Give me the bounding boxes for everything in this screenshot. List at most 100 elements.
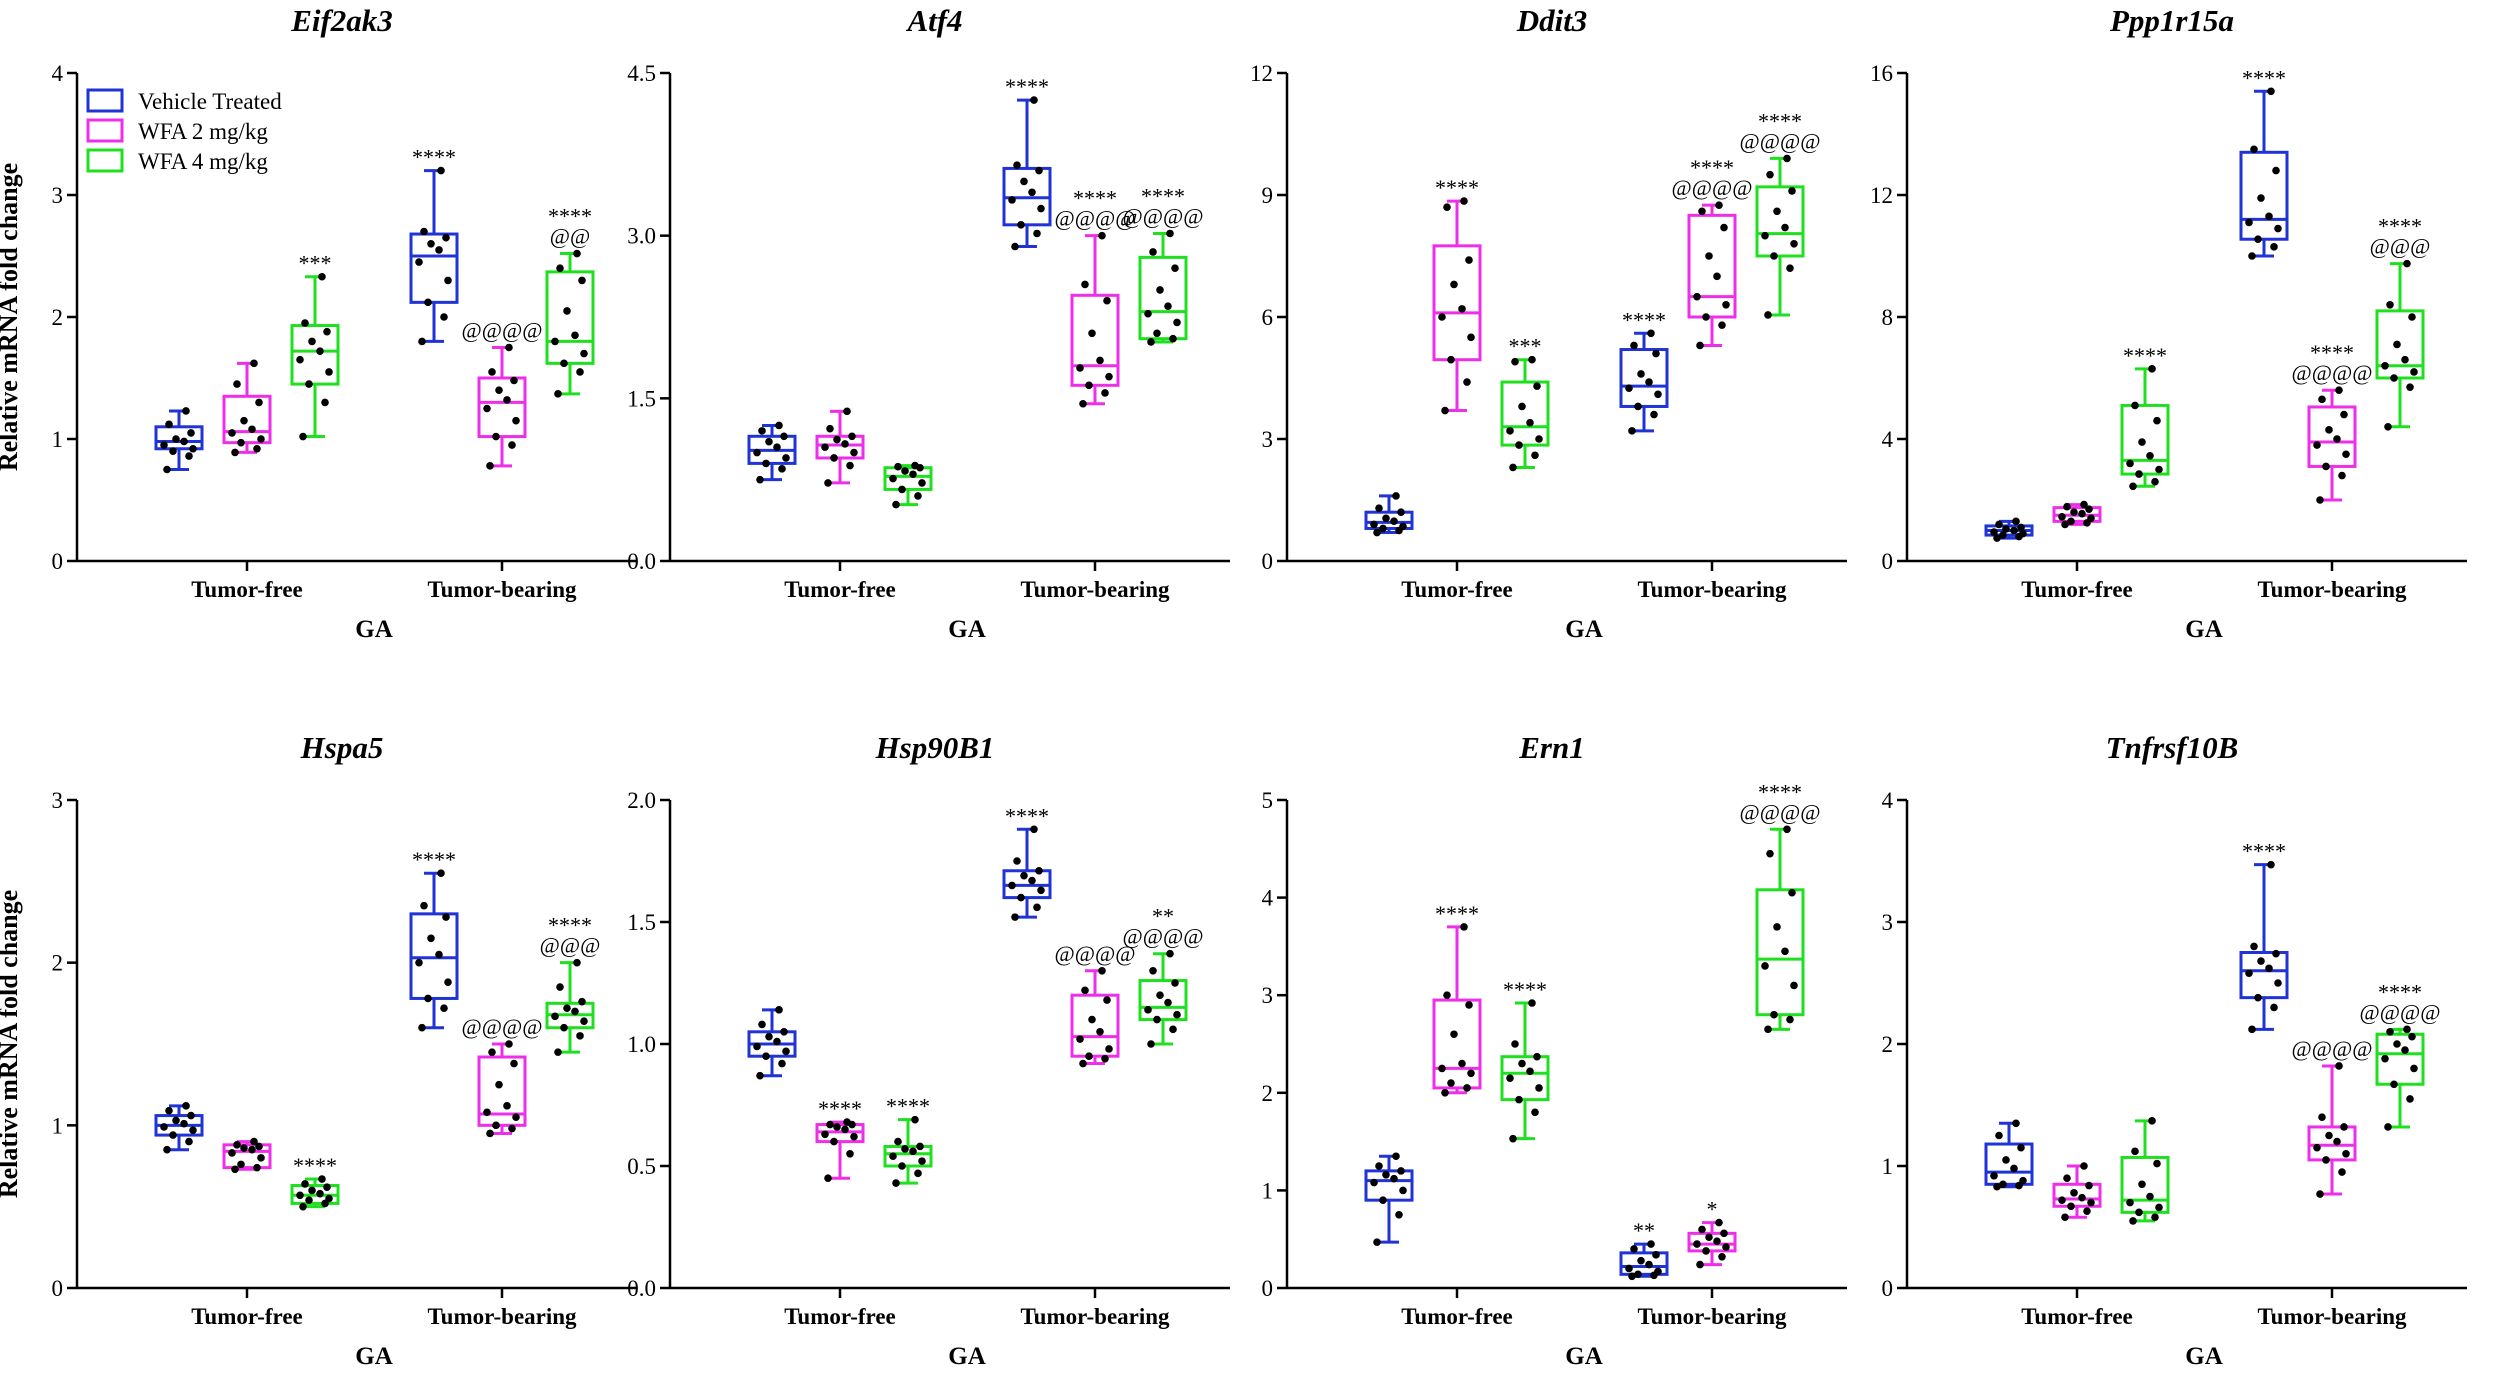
data-point: [237, 1160, 245, 1169]
data-point: [2250, 942, 2258, 951]
data-point: [2067, 1202, 2075, 1211]
panel-hsp90b1: Hsp90B1 0.0 0.5 1.0 1.5 2.0 Tumor-free Tumor-be…: [627, 730, 1230, 1370]
box-tumor-bearing-1: ****: [2239, 65, 2289, 260]
data-point: [1450, 1030, 1458, 1039]
data-point: [1990, 528, 1998, 536]
data-point: [1037, 886, 1045, 895]
data-point: [2063, 502, 2071, 511]
data-point: [846, 461, 854, 470]
box-tumor-free-2: [222, 359, 272, 457]
data-point: [1088, 329, 1096, 338]
data-point: [2248, 252, 2256, 260]
box-tumor-bearing-1: ****: [2239, 839, 2289, 1034]
data-point: [580, 349, 588, 358]
data-point: [1506, 1074, 1514, 1082]
y-tick-label: 3: [1262, 983, 1274, 1008]
significance-star-label: ****: [1005, 803, 1049, 828]
data-point: [160, 1123, 168, 1131]
data-point: [2155, 465, 2163, 474]
data-point: [775, 421, 783, 430]
data-point: [889, 474, 897, 483]
data-point: [758, 427, 766, 435]
box-tumor-bearing-2: @@@@****: [2291, 340, 2373, 504]
data-point: [892, 1179, 900, 1187]
y-tick-label: 2: [1882, 1032, 1894, 1057]
data-point: [2257, 957, 2265, 965]
data-point: [1467, 333, 1475, 342]
x-category-label: Tumor-bearing: [2257, 577, 2407, 602]
data-point: [2131, 401, 2139, 410]
data-point: [512, 1113, 520, 1121]
data-point: [1392, 492, 1400, 500]
box-body: [1984, 1142, 2034, 1186]
data-point: [1713, 1237, 1721, 1245]
data-point: [830, 1137, 838, 1146]
data-point: [512, 416, 520, 425]
data-point: [2325, 426, 2333, 434]
data-point: [2406, 1095, 2414, 1103]
data-point: [442, 233, 450, 242]
box-body: [477, 1055, 527, 1127]
data-point: [578, 997, 586, 1006]
box-body: [2307, 1125, 2357, 1162]
data-point: [1076, 364, 1084, 372]
data-point: [1628, 1272, 1636, 1281]
data-point: [2318, 1113, 2326, 1121]
box-tumor-bearing-2: @@@@****: [1054, 186, 1136, 408]
data-point: [782, 1047, 790, 1056]
data-point: [1370, 520, 1378, 529]
data-point: [918, 479, 926, 487]
data-point: [1993, 1182, 2001, 1191]
data-point: [169, 447, 177, 456]
x-category-label: Tumor-free: [191, 1304, 303, 1329]
data-point: [444, 978, 452, 986]
data-point: [253, 1163, 261, 1172]
data-point: [495, 1080, 503, 1089]
data-point: [563, 1004, 571, 1013]
data-point: [1634, 402, 1642, 411]
box-tumor-free-3: ***: [1500, 334, 1550, 472]
data-point: [187, 429, 195, 437]
data-point: [2393, 1040, 2401, 1048]
box-tumor-bearing-3: @@@****: [540, 913, 600, 1056]
x-category-label: Tumor-bearing: [2257, 1304, 2407, 1329]
data-point: [2019, 529, 2027, 538]
data-point: [1531, 1108, 1539, 1117]
box-tumor-bearing-2: @@@@: [1054, 941, 1136, 1068]
data-point: [1079, 399, 1087, 408]
data-point: [1625, 1264, 1633, 1273]
x-axis-label: GA: [1565, 1343, 1603, 1370]
data-point: [1443, 991, 1451, 999]
data-point: [1465, 256, 1473, 264]
box-body: [545, 270, 595, 365]
data-point: [2017, 1143, 2025, 1152]
data-point: [510, 376, 518, 385]
panel-tnfrsf10b: Tnfrsf10B 0 1 2 3 4 Tumor-free Tumor-bearing GA *…: [1882, 730, 2467, 1370]
significance-star-label: **: [1152, 904, 1174, 929]
box-body: [2052, 1182, 2102, 1208]
data-point: [2384, 423, 2392, 431]
significance-star-label: ****: [1073, 186, 1117, 211]
data-point: [2135, 470, 2143, 478]
data-point: [1783, 825, 1791, 834]
data-point: [240, 416, 248, 425]
data-point: [758, 1020, 766, 1029]
data-point: [556, 983, 564, 991]
data-point: [2148, 365, 2156, 373]
data-point: [901, 467, 909, 475]
panel-title: Hsp90B1: [875, 730, 995, 765]
x-category-label: Tumor-bearing: [427, 577, 577, 602]
data-point: [316, 1189, 324, 1198]
significance-star-label: **: [1633, 1218, 1655, 1243]
x-category-label: Tumor-bearing: [1020, 577, 1170, 602]
data-point: [1156, 991, 1164, 999]
y-tick-label: 4.5: [627, 61, 656, 86]
x-axis-label: GA: [2185, 1343, 2223, 1370]
y-tick-label: 2: [52, 951, 64, 976]
data-point: [1995, 1131, 2003, 1140]
x-axis-label: GA: [355, 616, 393, 643]
data-point: [1637, 370, 1645, 378]
significance-star-label: ****: [293, 1153, 337, 1178]
box-tumor-free-2: ****: [815, 1096, 865, 1182]
data-point: [1702, 313, 1710, 321]
